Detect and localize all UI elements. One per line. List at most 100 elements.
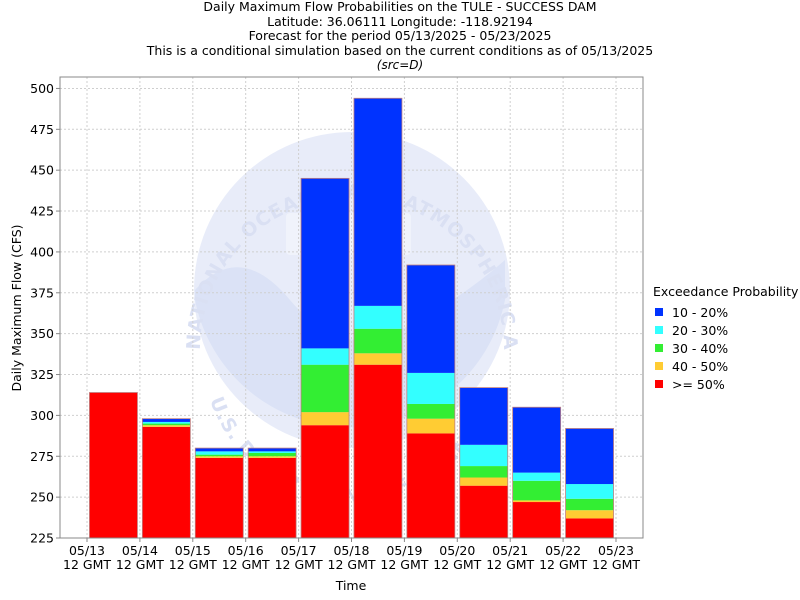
bar-segment-ge-50 <box>459 485 508 538</box>
chart-subtitle-location: Latitude: 36.06111 Longitude: -118.92194 <box>267 13 533 29</box>
chart-bars <box>89 97 614 539</box>
x-tick-label: 05/18 <box>333 543 369 558</box>
x-axis-label: Time <box>335 578 367 593</box>
bar-segment-40-50 <box>406 418 455 434</box>
legend-label: >= 50% <box>672 376 725 392</box>
y-tick-label: 450 <box>30 163 54 178</box>
x-tick-sublabel: 12 GMT <box>169 557 217 572</box>
x-tick-label: 05/13 <box>69 543 105 558</box>
x-tick-label: 05/23 <box>598 543 634 558</box>
bar-segment-30-40 <box>406 403 455 419</box>
bar-segment-20-30 <box>301 348 350 365</box>
bar-segment-20-30 <box>406 372 455 404</box>
legend-label: 40 - 50% <box>672 358 729 374</box>
x-tick-sublabel: 12 GMT <box>592 557 640 572</box>
x-tick-sublabel: 12 GMT <box>380 557 428 572</box>
bar-segment-30-40 <box>353 328 402 354</box>
bar-segment-30-40 <box>565 498 614 511</box>
bar-segment-ge-50 <box>89 392 138 538</box>
bar-segment-10-20 <box>512 407 561 473</box>
bar-segment-40-50 <box>459 477 508 486</box>
bar-segment-40-50 <box>195 456 244 458</box>
x-tick-sublabel: 12 GMT <box>328 557 376 572</box>
y-tick-label: 250 <box>30 490 54 505</box>
bar-segment-10-20 <box>406 264 455 373</box>
bar-segment-40-50 <box>301 412 350 426</box>
y-tick-label: 475 <box>30 122 54 137</box>
y-tick-label: 225 <box>30 531 54 546</box>
bar-segment-30-40 <box>301 364 350 413</box>
bar-segment-10-20 <box>142 418 191 422</box>
legend-swatch <box>655 380 663 388</box>
legend-swatch <box>655 362 663 370</box>
y-axis: 225 250 275 300 325 350 375 400 425 450 475 500 <box>30 81 60 546</box>
bar-segment-ge-50 <box>512 502 561 538</box>
bar-segment-10-20 <box>195 448 244 452</box>
legend-item-30-40: 30 - 40% <box>653 339 798 357</box>
legend-item-40-50: 40 - 50% <box>653 357 798 375</box>
y-tick-label: 275 <box>30 449 54 464</box>
y-tick-label: 425 <box>30 204 54 219</box>
y-tick-label: 400 <box>30 244 54 259</box>
legend-item-20-30: 20 - 30% <box>653 321 798 339</box>
x-tick-label: 05/21 <box>492 543 528 558</box>
legend-label: 20 - 30% <box>672 322 729 338</box>
bar-segment-ge-50 <box>248 457 297 538</box>
bar-segment-20-30 <box>195 451 244 455</box>
bar-segment-10-20 <box>248 448 297 452</box>
legend-title: Exceedance Probability <box>653 284 799 299</box>
chart-subtitle-conditions: This is a conditional simulation based o… <box>146 42 654 58</box>
legend-label: 10 - 20% <box>672 304 729 320</box>
bar-segment-ge-50 <box>353 364 402 538</box>
bar-segment-40-50 <box>142 425 191 427</box>
bar-segment-20-30 <box>142 421 191 424</box>
x-tick-sublabel: 12 GMT <box>539 557 587 572</box>
bar-segment-20-30 <box>248 451 297 453</box>
bar-segment-40-50 <box>565 510 614 519</box>
bar-segment-10-20 <box>301 178 350 349</box>
bar-segment-ge-50 <box>142 426 191 538</box>
x-tick-label: 05/22 <box>545 543 581 558</box>
bar-segment-20-30 <box>353 305 402 329</box>
bar-segment-40-50 <box>512 500 561 503</box>
bar-segment-ge-50 <box>565 518 614 538</box>
x-tick-label: 05/19 <box>386 543 422 558</box>
y-tick-label: 350 <box>30 326 54 341</box>
legend: Exceedance Probability 10 - 20% 20 - 30%… <box>653 284 798 393</box>
bar-segment-20-30 <box>512 472 561 481</box>
legend-swatch <box>655 344 663 352</box>
x-tick-label: 05/16 <box>228 543 264 558</box>
chart-title: Daily Maximum Flow Probabilities on the … <box>203 0 597 14</box>
bar-segment-ge-50 <box>195 457 244 538</box>
bar-segment-10-20 <box>459 387 508 445</box>
y-tick-label: 325 <box>30 367 54 382</box>
legend-swatch <box>655 326 663 334</box>
x-tick-sublabel: 12 GMT <box>222 557 270 572</box>
bar-segment-30-40 <box>142 423 191 426</box>
y-tick-label: 300 <box>30 408 54 423</box>
bar-segment-30-40 <box>512 480 561 501</box>
bar-segment-20-30 <box>565 484 614 499</box>
chart-titles: Daily Maximum Flow Probabilities on the … <box>0 0 800 73</box>
bar-segment-30-40 <box>248 452 297 457</box>
x-tick-sublabel: 12 GMT <box>116 557 164 572</box>
chart-subtitle-period: Forecast for the period 05/13/2025 - 05/… <box>248 28 552 43</box>
legend-item-ge-50: >= 50% <box>653 375 798 393</box>
x-tick-sublabel: 12 GMT <box>63 557 111 572</box>
legend-item-10-20: 10 - 20% <box>653 303 798 321</box>
x-tick-label: 05/20 <box>439 543 475 558</box>
bar-segment-ge-50 <box>406 433 455 538</box>
chart-source-note: (src=D) <box>376 58 424 72</box>
y-tick-label: 375 <box>30 285 54 300</box>
x-tick-label: 05/14 <box>122 543 158 558</box>
bar-segment-30-40 <box>195 454 244 457</box>
y-tick-label: 500 <box>30 81 54 96</box>
x-tick-sublabel: 12 GMT <box>486 557 534 572</box>
bar-segment-10-20 <box>353 98 402 306</box>
y-axis-label: Daily Maximum Flow (CFS) <box>9 224 24 391</box>
bar-segment-40-50 <box>248 456 297 458</box>
legend-swatch <box>655 308 663 316</box>
x-tick-label: 05/15 <box>175 543 211 558</box>
